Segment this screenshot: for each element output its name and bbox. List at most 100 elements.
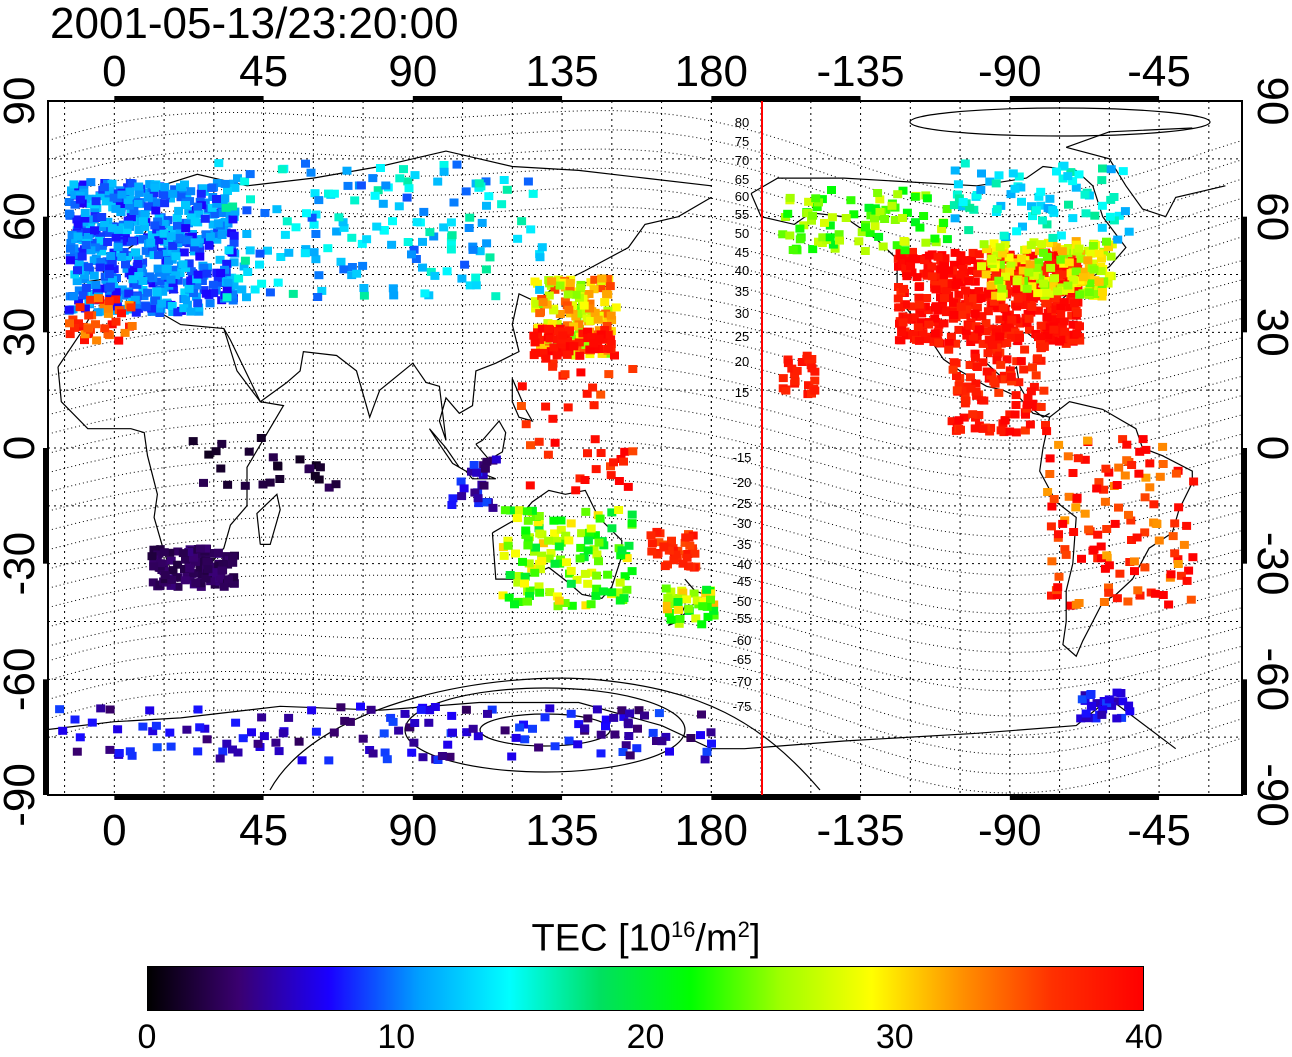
tec-point	[613, 588, 623, 597]
tec-point	[930, 234, 940, 243]
tec-point	[930, 329, 940, 338]
tec-point	[67, 231, 77, 239]
tec-point	[661, 732, 671, 741]
tec-point	[317, 286, 327, 295]
tec-point	[143, 188, 153, 197]
tec-point	[180, 565, 189, 573]
tec-point	[336, 703, 346, 712]
tec-point	[1005, 427, 1015, 436]
tec-point	[1074, 170, 1084, 179]
tec-point	[1000, 240, 1010, 248]
mlat-contour	[48, 206, 1242, 293]
tec-point	[544, 324, 553, 333]
tec-point	[571, 290, 581, 299]
tec-point	[1056, 278, 1066, 287]
tec-point	[880, 215, 890, 223]
mlat-label: -70	[733, 674, 752, 689]
tec-point	[1020, 426, 1030, 435]
tec-point	[970, 277, 980, 286]
tec-point	[126, 303, 136, 312]
frame-tick-bar	[412, 795, 563, 800]
tec-point	[184, 284, 194, 293]
tec-point	[1021, 262, 1030, 271]
tec-point	[536, 565, 545, 574]
tec-point	[125, 747, 135, 756]
tec-point	[447, 711, 457, 720]
tec-point	[91, 320, 100, 329]
tec-point	[215, 255, 225, 264]
tec-point	[571, 312, 581, 321]
tec-point	[998, 303, 1008, 312]
tec-point	[314, 475, 324, 484]
tec-point	[1109, 697, 1119, 706]
tec-point	[1012, 285, 1022, 294]
tec-point	[994, 276, 1004, 285]
tec-point	[1018, 266, 1028, 275]
tec-point	[133, 255, 143, 264]
tec-point	[409, 245, 419, 254]
tec-point	[1042, 252, 1052, 261]
tec-point	[203, 569, 212, 578]
tec-point	[1034, 258, 1044, 267]
tec-point	[581, 341, 591, 349]
tec-point	[481, 177, 491, 186]
tec-point	[167, 225, 177, 234]
tec-point	[1114, 211, 1124, 220]
tec-point	[1092, 484, 1102, 493]
tec-point	[439, 167, 449, 176]
tec-point	[324, 189, 333, 198]
tec-point	[565, 326, 574, 335]
tec-point	[86, 295, 96, 304]
tec-point	[981, 319, 991, 328]
tec-point	[149, 233, 159, 242]
tec-point	[1140, 528, 1150, 537]
tec-point	[1145, 459, 1155, 468]
mlat-label: -35	[733, 537, 752, 552]
tec-point	[307, 213, 317, 222]
tec-point	[98, 307, 108, 316]
tec-point	[961, 396, 971, 405]
left-lat-label: -30	[0, 532, 44, 596]
tec-point	[1004, 253, 1014, 262]
tec-point	[914, 336, 924, 345]
tec-point	[273, 461, 283, 470]
tec-point	[246, 195, 255, 204]
tec-point	[1001, 272, 1010, 281]
tec-point	[1069, 299, 1079, 308]
tec-point	[795, 235, 805, 244]
mlat-contour	[48, 688, 1242, 775]
tec-point	[898, 186, 908, 195]
tec-point	[1000, 416, 1010, 425]
tec-point	[555, 310, 565, 318]
south-pole-contour	[404, 687, 686, 773]
tec-point	[1101, 464, 1111, 473]
tec-point	[942, 235, 952, 244]
tec-point	[255, 249, 265, 258]
tec-point	[944, 345, 954, 354]
tec-point	[1120, 471, 1130, 480]
tec-point	[70, 270, 80, 279]
tec-point	[534, 512, 544, 520]
tec-point	[228, 578, 238, 587]
tec-point	[127, 751, 137, 760]
tec-point	[1071, 183, 1081, 192]
tec-point	[781, 386, 791, 395]
tec-point	[148, 244, 158, 253]
magnetic-latitude-contours	[48, 107, 1242, 794]
mlat-contour	[48, 496, 1242, 576]
tec-point	[949, 311, 959, 319]
tec-point	[1041, 421, 1050, 429]
timestamp-title: 2001-05-13/23:20:00	[50, 0, 459, 48]
tec-point	[205, 549, 215, 557]
tec-point	[988, 341, 998, 349]
tec-point	[113, 243, 123, 252]
tec-point	[1112, 688, 1122, 697]
tec-point	[1051, 305, 1061, 314]
tec-point	[571, 486, 581, 495]
tec-point	[1039, 279, 1049, 288]
tec-point	[846, 196, 856, 205]
frame-tick-bar	[711, 96, 861, 101]
tec-point	[168, 566, 178, 575]
tec-point	[218, 209, 228, 217]
tec-point	[152, 288, 162, 297]
